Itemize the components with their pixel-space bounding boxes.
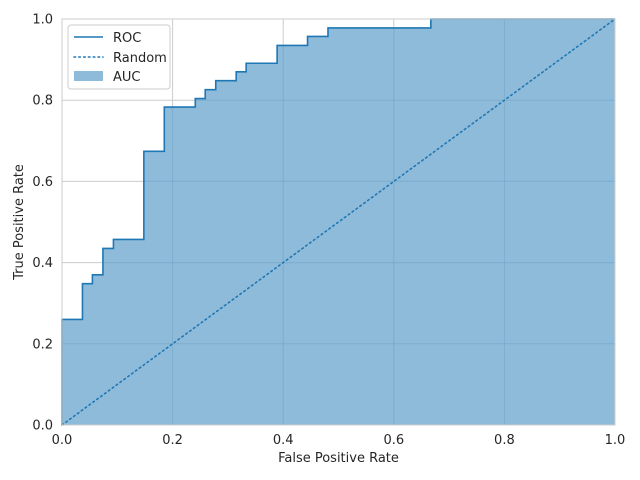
y-axis-label: True Positive Rate — [12, 164, 27, 281]
random-line — [61, 18, 616, 426]
roc-line — [61, 18, 615, 425]
y-axis-ticks: 0.0 0.2 0.4 0.6 0.8 1.0 — [32, 13, 53, 434]
y-tick-label-3: 0.6 — [32, 175, 53, 190]
x-axis-label: False Positive Rate — [278, 451, 399, 466]
y-tick-label-1: 0.2 — [32, 337, 53, 352]
legend-auc-swatch — [74, 71, 103, 81]
x-tick-label-2: 0.4 — [273, 433, 294, 448]
x-tick-label-1: 0.2 — [162, 433, 183, 448]
legend-roc-label: ROC — [113, 31, 141, 46]
legend-auc-label: AUC — [113, 70, 141, 85]
y-tick-label-0: 0.0 — [32, 419, 53, 434]
y-tick-label-2: 0.4 — [32, 256, 53, 271]
x-tick-label-3: 0.6 — [383, 433, 404, 448]
y-tick-label-5: 1.0 — [32, 13, 53, 28]
x-axis-ticks: 0.0 0.2 0.4 0.6 0.8 1.0 — [52, 433, 626, 448]
x-tick-label-4: 0.8 — [494, 433, 515, 448]
legend: ROC Random AUC — [67, 24, 171, 90]
x-tick-label-5: 1.0 — [605, 433, 626, 448]
x-tick-label-0: 0.0 — [52, 433, 73, 448]
plot-frame — [61, 18, 616, 426]
y-tick-label-4: 0.8 — [32, 94, 53, 109]
legend-random-label: Random — [113, 51, 167, 66]
